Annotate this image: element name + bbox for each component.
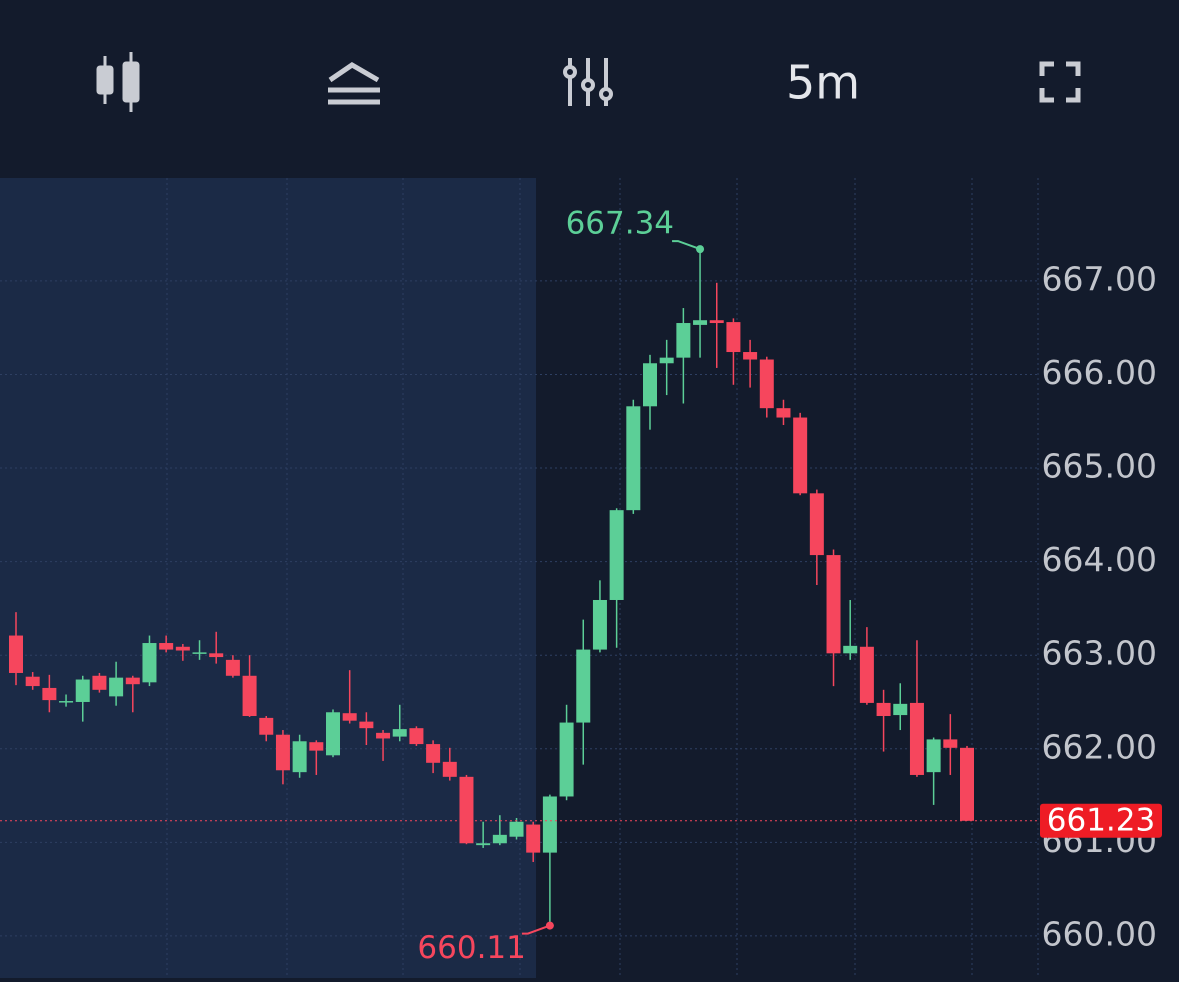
- min-dot: [545, 921, 554, 930]
- candle-body: [726, 322, 741, 353]
- candle-body: [609, 510, 624, 600]
- candle-icon[interactable]: [96, 52, 140, 112]
- candle-body: [59, 701, 74, 703]
- interval[interactable]: 5m: [786, 56, 860, 110]
- candle-body: [859, 646, 874, 703]
- candle-body: [909, 702, 924, 775]
- candle-body: [943, 739, 958, 748]
- candle-body: [526, 824, 541, 853]
- candle-body: [643, 363, 657, 407]
- candle-body: [809, 493, 824, 556]
- max-leader: [672, 240, 701, 251]
- candle-body: [759, 359, 774, 409]
- candle-body: [42, 687, 57, 701]
- candle-body: [9, 635, 23, 673]
- candle-body: [109, 677, 124, 697]
- candle-body: [542, 796, 557, 853]
- min-leader: [521, 924, 551, 935]
- fullscreen-icon[interactable]: [1039, 61, 1081, 103]
- candle-body: [693, 320, 708, 325]
- y-tick-label: 660.00: [1042, 914, 1157, 953]
- candle-body: [776, 408, 791, 418]
- y-tick-label: 662.00: [1042, 727, 1157, 766]
- candle-body: [709, 320, 724, 324]
- candle-body: [125, 677, 140, 685]
- candle-body: [676, 323, 691, 358]
- settings-icon[interactable]: [563, 58, 613, 106]
- candle-body: [209, 653, 224, 658]
- candle-body: [876, 702, 891, 717]
- y-tick-label: 663.00: [1042, 634, 1157, 673]
- y-tick-label: 665.00: [1042, 447, 1157, 486]
- candle-body: [225, 659, 240, 676]
- candle-body: [25, 676, 40, 687]
- highlight-region: [0, 178, 536, 978]
- candle-body: [192, 652, 207, 654]
- last-price-label: 661.23: [1047, 802, 1155, 838]
- max-dot: [696, 245, 705, 254]
- candle-body: [659, 357, 674, 364]
- candle-body: [459, 776, 474, 844]
- vertical-grid: [166, 178, 1039, 978]
- candle-body: [626, 406, 641, 511]
- candle-body: [793, 417, 808, 494]
- candle-body: [426, 744, 441, 763]
- candle-body: [142, 643, 157, 683]
- candle-body: [309, 742, 324, 751]
- candle-body: [509, 821, 524, 837]
- candle-body: [843, 645, 858, 654]
- candle-body: [259, 717, 274, 735]
- candle-body: [159, 643, 174, 650]
- y-tick-label: 667.00: [1042, 259, 1157, 298]
- last-price-box: [1040, 803, 1162, 838]
- candle-body: [492, 834, 507, 844]
- candle-body: [242, 675, 257, 717]
- candle-body: [326, 712, 340, 756]
- candle-body: [392, 729, 407, 737]
- candle-body: [342, 713, 357, 721]
- layers-icon[interactable]: [328, 62, 380, 105]
- candle-body: [175, 646, 190, 651]
- y-tick-label: 666.00: [1042, 353, 1157, 392]
- candle-body: [275, 734, 290, 771]
- candle-body: [75, 679, 90, 702]
- candle-body: [743, 352, 758, 360]
- candle-body: [826, 555, 841, 654]
- candle-body: [576, 649, 591, 723]
- candle-body: [92, 675, 107, 690]
- candle-body: [476, 843, 491, 846]
- candle-body: [359, 721, 374, 729]
- candle-body: [960, 747, 974, 821]
- y-tick-label: 664.00: [1042, 540, 1157, 579]
- max-label: 667.34: [566, 206, 674, 242]
- candle-body: [376, 732, 391, 739]
- candle-body: [592, 599, 607, 650]
- candle-body: [442, 761, 457, 777]
- candle-body: [292, 741, 307, 773]
- candle-body: [409, 728, 424, 745]
- candle-body: [559, 722, 574, 797]
- min-label: 660.11: [417, 930, 525, 966]
- candle-body: [893, 703, 908, 716]
- candle-body: [926, 739, 941, 773]
